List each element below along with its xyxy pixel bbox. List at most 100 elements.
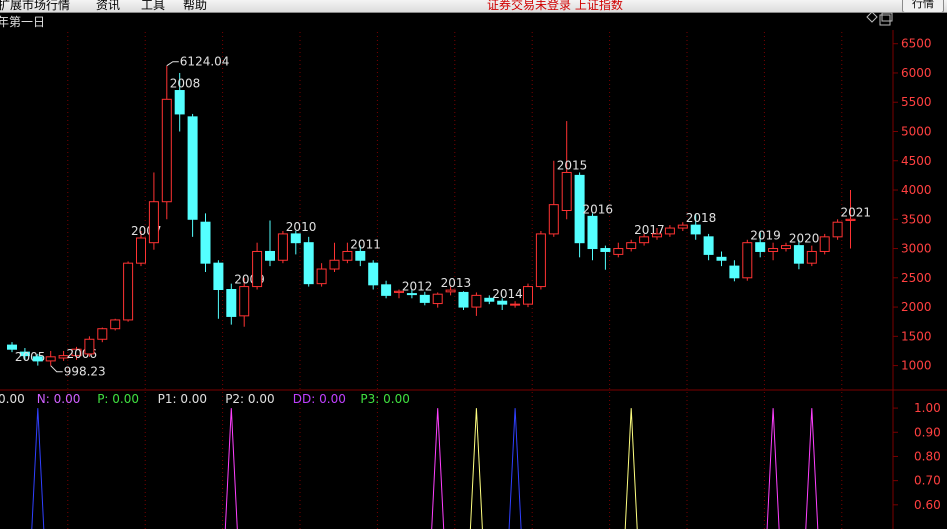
candle-body: [45, 356, 56, 362]
extreme-value-label: 998.23: [64, 365, 106, 379]
candle-year-label: 2018: [686, 211, 717, 225]
candle-body: [123, 262, 134, 321]
candle-body: [664, 227, 675, 235]
candle-body: [755, 242, 766, 252]
candle-body: [806, 250, 817, 264]
candle-body: [200, 221, 211, 264]
candle-body: [303, 242, 314, 285]
candle-body: [832, 221, 843, 238]
indicator-legend-item: N: 0.00: [37, 392, 81, 406]
candle-body: [329, 259, 340, 270]
indicator-tick-label: 0.80: [914, 449, 941, 463]
price-tick-label: 6500: [901, 37, 932, 51]
candle-body: [819, 236, 830, 252]
indicator-tick-label: 0.60: [914, 498, 941, 512]
candle-body: [97, 328, 108, 340]
candle-body: [471, 294, 482, 308]
diamond-icon: [866, 12, 878, 23]
candle-body: [587, 215, 598, 250]
indicator-spike: [31, 408, 45, 529]
extreme-marker: [50, 365, 63, 373]
candle-body: [510, 303, 521, 306]
candle-body: [497, 300, 508, 305]
candle-body: [394, 290, 404, 293]
candle-year-label: 2021: [841, 205, 872, 219]
indicator-legend-item: P: 0.00: [97, 392, 139, 406]
candle-body: [561, 171, 572, 211]
restore-icon-back: [881, 12, 893, 22]
login-notice: 证券交易未登录 上证指数: [487, 0, 623, 12]
candle-body: [484, 297, 495, 302]
candle-body: [19, 351, 30, 357]
indicator-spike: [508, 408, 522, 529]
candle-body: [381, 284, 392, 296]
candle-body: [148, 201, 159, 244]
indicator-spike: [766, 408, 780, 529]
candle-body: [677, 224, 688, 229]
indicator-spike: [431, 408, 445, 529]
candle-body: [213, 262, 224, 291]
indicator-tick-label: 1.00: [914, 401, 941, 415]
menu-item-tools[interactable]: 工具: [141, 0, 166, 12]
candle-body: [600, 248, 611, 252]
candle-body: [226, 289, 237, 317]
candle-body: [445, 289, 456, 293]
candle-body: [161, 98, 172, 203]
menu-item-extended-market[interactable]: 扩展市场行情: [0, 0, 71, 12]
candle-body: [574, 174, 585, 244]
candle-body: [277, 233, 288, 261]
quote-button[interactable]: 行情: [902, 0, 944, 12]
price-tick-label: 5000: [901, 124, 932, 138]
menu-bar: 扩展市场行情 资讯 工具 帮助 证券交易未登录 上证指数 行情: [0, 0, 947, 13]
candle-body: [845, 218, 856, 221]
menu-item-help[interactable]: 帮助: [183, 0, 208, 12]
indicator-legend-item: P2: 0.00: [225, 392, 274, 406]
candle-body: [7, 344, 17, 350]
period-label: 年第一日: [0, 15, 45, 29]
restore-icon: [879, 14, 891, 26]
candle-body: [174, 90, 185, 115]
candle-body: [729, 265, 740, 279]
candle-body: [84, 338, 95, 355]
candle-year-label: 2011: [350, 237, 381, 251]
candle-year-label: 2014: [492, 287, 523, 301]
candle-year-label: 2016: [583, 202, 614, 216]
candle-body: [71, 348, 82, 357]
price-tick-label: 1500: [901, 329, 932, 343]
candle-year-label: 2010: [286, 220, 317, 234]
price-tick-label: 6000: [901, 66, 932, 80]
candle-body: [613, 248, 624, 255]
candle-body: [768, 248, 779, 252]
price-tick-label: 3000: [901, 242, 932, 256]
candle-year-label: 2019: [750, 229, 781, 243]
extreme-marker: [166, 61, 179, 67]
candle-body: [432, 293, 443, 305]
indicator-legend-item: DD: 0.00: [293, 392, 346, 406]
indicator-spike: [469, 408, 483, 529]
indicator-legend-item: P1: 0.00: [158, 392, 207, 406]
price-tick-label: 4500: [901, 154, 932, 168]
candle-year-label: 2015: [557, 158, 588, 172]
price-tick-label: 5500: [901, 95, 932, 109]
candle-body: [187, 116, 198, 220]
menu-item-news[interactable]: 资讯: [96, 0, 121, 12]
candle-body: [252, 250, 263, 288]
indicator-legend-item: 0.00: [0, 392, 25, 406]
kline-chart[interactable]: 年第一日 1000 1500 2000 2500 3000 3500 4000 4500 5000…: [0, 12, 947, 529]
indicator-tick-label: 0.70: [914, 474, 941, 488]
candle-body: [342, 250, 353, 261]
candle-year-label: 2013: [441, 276, 472, 290]
candle-body: [355, 250, 366, 261]
candle-body: [368, 262, 379, 286]
price-tick-label: 2500: [901, 271, 932, 285]
price-tick-label: 1000: [901, 359, 932, 373]
candle-body: [690, 224, 701, 235]
price-tick-label: 2000: [901, 300, 932, 314]
price-tick-label: 3500: [901, 212, 932, 226]
candle-body: [136, 237, 146, 264]
candle-body: [265, 250, 275, 261]
candle-body: [626, 242, 637, 250]
candle-body: [548, 204, 559, 235]
candle-body: [406, 293, 417, 296]
indicator-legend-item: P3: 0.00: [360, 392, 409, 406]
